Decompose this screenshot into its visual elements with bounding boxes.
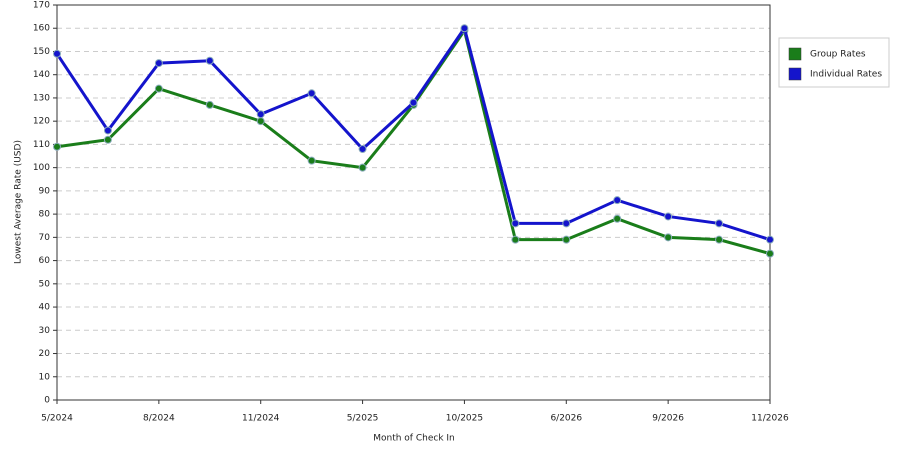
point xyxy=(307,156,316,165)
point xyxy=(511,219,520,228)
point xyxy=(154,84,163,93)
plot-frame xyxy=(56,4,771,401)
point xyxy=(409,98,418,107)
y-tick-label: 60 xyxy=(39,256,51,266)
y-tick-label: 20 xyxy=(39,349,51,359)
x-tick-label: 9/2026 xyxy=(652,414,684,424)
point xyxy=(715,219,724,228)
y-tick-label: 50 xyxy=(39,279,51,289)
point xyxy=(562,235,571,244)
point xyxy=(205,56,214,65)
y-tick-label: 110 xyxy=(33,140,50,150)
y-tick-label: 40 xyxy=(39,303,51,313)
point xyxy=(103,126,112,135)
x-tick-label: 11/2026 xyxy=(751,414,789,424)
legend-swatch xyxy=(788,67,802,81)
point xyxy=(460,24,469,33)
point xyxy=(103,135,112,144)
y-tick-label: 160 xyxy=(33,24,50,34)
point xyxy=(511,235,520,244)
point xyxy=(715,235,724,244)
point xyxy=(53,49,61,58)
point xyxy=(613,214,622,223)
point xyxy=(256,110,265,119)
x-axis-label: Month of Check In xyxy=(373,434,455,444)
y-tick-label: 70 xyxy=(39,233,51,243)
x-tick-label: 6/2026 xyxy=(550,414,582,424)
point xyxy=(766,249,774,258)
legend-label: Group Rates xyxy=(810,50,866,60)
point xyxy=(53,142,61,151)
point xyxy=(664,233,673,242)
y-axis-label: Lowest Average Rate (USD) xyxy=(14,140,24,264)
y-tick-label: 90 xyxy=(39,186,51,196)
point xyxy=(307,89,316,98)
legend-label: Individual Rates xyxy=(810,70,882,80)
y-tick-label: 170 xyxy=(33,1,50,11)
x-tick-label: 8/2024 xyxy=(143,414,175,424)
point xyxy=(358,163,367,172)
y-tick-label: 100 xyxy=(33,163,50,173)
point xyxy=(256,117,265,126)
legend-swatch xyxy=(788,47,802,61)
y-tick-label: 150 xyxy=(33,47,50,57)
x-tick-label: 5/2025 xyxy=(347,414,379,424)
y-tick-label: 120 xyxy=(33,117,50,127)
y-tick-label: 0 xyxy=(44,396,50,406)
point xyxy=(358,145,367,154)
x-tick-label: 10/2025 xyxy=(446,414,483,424)
series-line xyxy=(55,24,771,242)
y-tick-label: 30 xyxy=(39,326,51,336)
y-tick-label: 140 xyxy=(33,70,50,80)
point xyxy=(205,100,214,109)
x-tick-label: 11/2024 xyxy=(242,414,280,424)
y-tick-label: 10 xyxy=(39,372,51,382)
point xyxy=(766,235,774,244)
point xyxy=(154,59,163,68)
point xyxy=(664,212,673,221)
x-tick-label: 5/2024 xyxy=(41,414,73,424)
y-tick-label: 80 xyxy=(39,210,51,220)
point xyxy=(613,196,622,205)
point xyxy=(562,219,571,228)
y-tick-label: 130 xyxy=(33,93,50,103)
